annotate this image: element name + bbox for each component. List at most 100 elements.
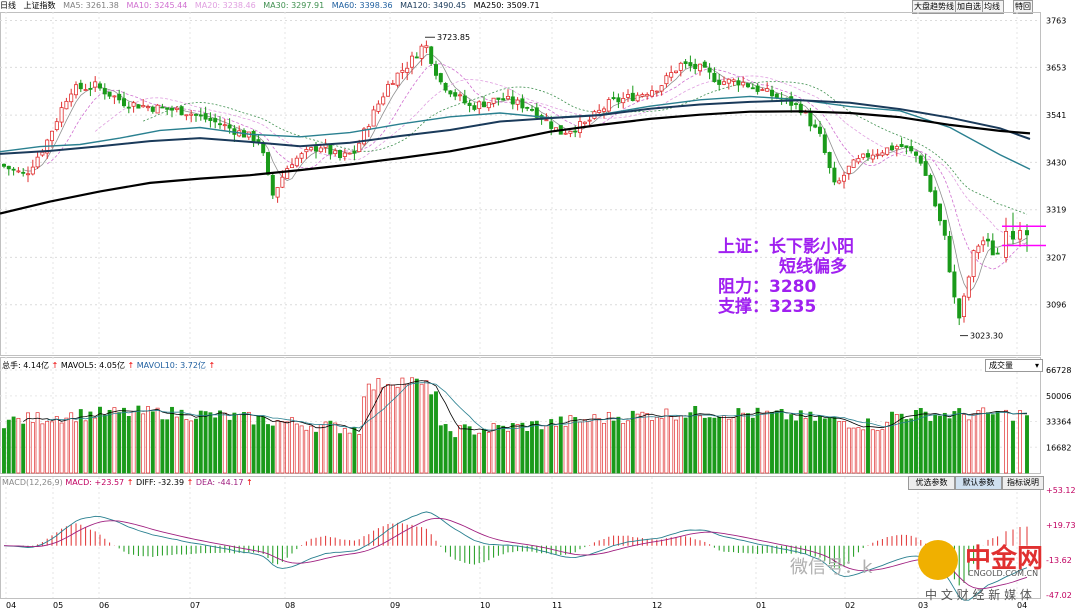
candle-body bbox=[433, 64, 438, 76]
volume-bar bbox=[880, 429, 885, 474]
candle-body bbox=[530, 109, 535, 111]
candle-body bbox=[1025, 230, 1030, 236]
volume-bar bbox=[669, 416, 674, 474]
volume-bar bbox=[50, 421, 54, 474]
x-tick-label: 02 bbox=[845, 601, 855, 610]
candle-body bbox=[357, 142, 362, 153]
volume-bar bbox=[755, 407, 760, 474]
dea-line bbox=[3, 517, 1028, 590]
candle-body bbox=[342, 152, 347, 157]
candle-body bbox=[424, 45, 429, 49]
ma120-line bbox=[0, 99, 1031, 155]
candle-body bbox=[904, 145, 909, 148]
candle-body bbox=[337, 150, 342, 159]
chevron-down-icon: ▾ bbox=[1034, 361, 1039, 370]
candle-body bbox=[837, 180, 842, 184]
volume-bar bbox=[458, 425, 462, 474]
ma30-label: MA30: 3297.91 bbox=[263, 1, 325, 10]
candle-body bbox=[126, 106, 131, 109]
mavol10-label: MAVOL10: 3.72亿 bbox=[136, 361, 206, 370]
volume-bar bbox=[510, 423, 515, 474]
candle-body bbox=[842, 174, 847, 182]
ma-button[interactable]: 均线 bbox=[982, 0, 1004, 14]
price-tick-label: 3430 bbox=[1046, 158, 1066, 167]
period-label: 日线 bbox=[0, 1, 16, 10]
volume-bar bbox=[966, 419, 971, 474]
candle-body bbox=[952, 271, 957, 298]
candle-body bbox=[400, 69, 405, 73]
dea-value: DEA: -44.17 bbox=[195, 478, 244, 487]
volume-bar bbox=[342, 428, 347, 474]
candle-body bbox=[832, 167, 837, 183]
macd-panel bbox=[3, 511, 1028, 601]
candle-body bbox=[890, 145, 895, 151]
volume-bar bbox=[419, 383, 424, 474]
candle-body bbox=[222, 124, 227, 127]
candle-body bbox=[40, 151, 45, 156]
candle-body bbox=[280, 176, 285, 188]
volume-bar bbox=[990, 414, 995, 474]
optimize-params-button[interactable]: 优选参数 bbox=[908, 476, 955, 490]
ma60-label: MA60: 3398.36 bbox=[331, 1, 393, 10]
volume-bar bbox=[549, 419, 554, 474]
candle-body bbox=[385, 84, 390, 97]
volume-bar bbox=[702, 417, 707, 474]
default-params-button[interactable]: 默认参数 bbox=[955, 476, 1002, 490]
candle-body bbox=[914, 151, 919, 156]
volume-bar bbox=[477, 432, 482, 474]
volume-bar bbox=[280, 421, 285, 474]
candle-body bbox=[650, 90, 655, 97]
volume-bar bbox=[899, 413, 904, 474]
volume-bar bbox=[995, 410, 1000, 474]
volume-selector[interactable]: 成交量 ▾ bbox=[985, 359, 1043, 372]
volume-bar bbox=[707, 417, 712, 474]
volume-bar bbox=[213, 417, 218, 474]
candle-body bbox=[198, 114, 203, 117]
volume-bar bbox=[770, 411, 774, 474]
candle-body bbox=[798, 103, 803, 114]
volume-bar bbox=[1025, 415, 1029, 474]
diff-value: DIFF: -32.39 bbox=[135, 478, 185, 487]
volume-bar bbox=[650, 420, 654, 474]
special-button[interactable]: 特回 bbox=[1013, 0, 1033, 14]
volume-bar bbox=[822, 418, 827, 474]
volume-bar bbox=[664, 408, 669, 474]
volume-bar bbox=[405, 383, 410, 474]
volume-bar bbox=[362, 396, 366, 474]
volume-bar bbox=[237, 414, 242, 474]
candle-body bbox=[25, 173, 30, 176]
x-tick-label: 09 bbox=[390, 601, 400, 610]
candle-body bbox=[856, 158, 861, 163]
volume-bar bbox=[890, 411, 894, 474]
volume-bar bbox=[818, 416, 822, 474]
price-panel-frame bbox=[0, 12, 1041, 356]
volume-bar bbox=[506, 430, 510, 474]
candle-body bbox=[98, 83, 103, 89]
candle-body bbox=[467, 102, 472, 106]
volume-bar bbox=[285, 421, 290, 474]
volume-bar bbox=[779, 408, 784, 474]
volume-bar bbox=[986, 412, 990, 474]
volume-tick-label: 50006 bbox=[1046, 392, 1071, 401]
candle-body bbox=[227, 124, 232, 129]
candle-body bbox=[683, 61, 688, 65]
x-tick-label: 12 bbox=[652, 601, 662, 610]
candle-body bbox=[371, 109, 376, 127]
short-ma-lines bbox=[23, 53, 1028, 293]
indicator-help-button[interactable]: 指标说明 bbox=[1002, 476, 1044, 490]
volume-bar bbox=[304, 429, 309, 474]
x-tick-label: 10 bbox=[480, 601, 490, 610]
price-tick-label: 3319 bbox=[1046, 206, 1066, 215]
volume-bar bbox=[933, 414, 938, 474]
diff-line bbox=[3, 511, 1028, 601]
volume-bar bbox=[275, 420, 280, 474]
candle-body bbox=[347, 152, 352, 155]
candle-body bbox=[74, 84, 79, 96]
volume-bar bbox=[270, 425, 275, 474]
volume-bar bbox=[501, 425, 506, 474]
candle-body bbox=[794, 103, 799, 105]
price-tick-label: 3653 bbox=[1046, 63, 1066, 72]
volume-bar bbox=[453, 437, 458, 474]
candle-body bbox=[630, 92, 635, 101]
volume-bar bbox=[832, 416, 837, 474]
